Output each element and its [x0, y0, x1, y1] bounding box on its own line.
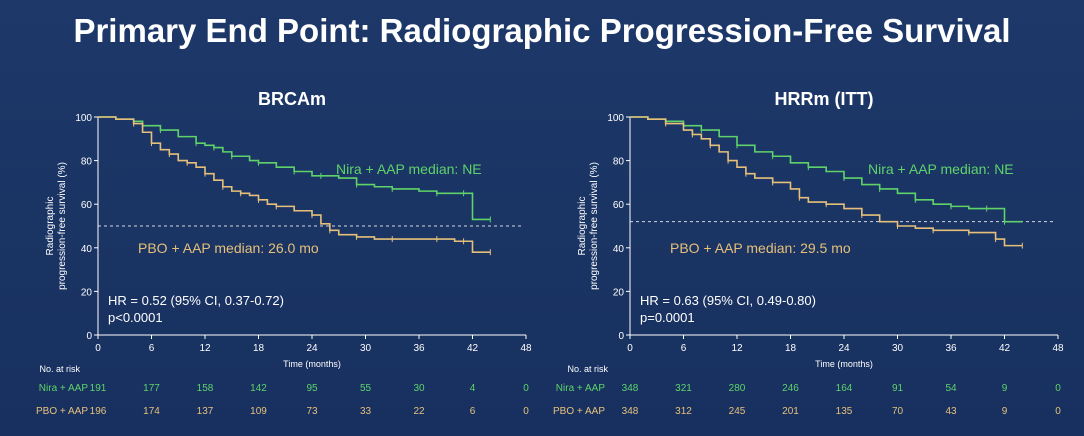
risk-count: 158 — [197, 383, 214, 394]
risk-count: 0 — [523, 383, 529, 394]
risk-count: 348 — [622, 383, 639, 394]
median-label-nira: Nira + AAP median: NE — [336, 161, 482, 177]
x-tick-label: 6 — [681, 343, 687, 354]
y-tick-label: 0 — [86, 331, 92, 342]
km-curve-pbo — [630, 116, 1023, 247]
y-axis-label-line1: Radiographic — [45, 197, 56, 256]
risk-count: 70 — [892, 406, 904, 417]
risk-table-label: No. at risk — [39, 364, 80, 374]
risk-count: 54 — [945, 383, 957, 394]
risk-count: 55 — [360, 383, 372, 394]
risk-table-label: No. at risk — [567, 364, 608, 374]
y-tick-label: 40 — [81, 244, 93, 255]
median-label-nira: Nira + AAP median: NE — [868, 161, 1014, 177]
risk-count: 174 — [143, 406, 160, 417]
x-tick-label: 42 — [467, 343, 479, 354]
x-tick-label: 48 — [520, 343, 532, 354]
risk-row-label: Nira + AAP — [39, 383, 89, 394]
risk-count: 177 — [143, 383, 160, 394]
risk-count: 0 — [1055, 383, 1061, 394]
risk-count: 191 — [90, 383, 107, 394]
risk-count: 9 — [1002, 406, 1008, 417]
y-axis-label-line2: progression-free survival (%) — [589, 162, 600, 290]
x-tick-label: 30 — [360, 343, 372, 354]
risk-count: 6 — [470, 406, 476, 417]
hazard-ratio-text: HR = 0.63 (95% CI, 0.49-0.80) — [640, 293, 816, 308]
risk-count: 201 — [782, 406, 799, 417]
risk-row-label: PBO + AAP — [553, 406, 605, 417]
x-tick-label: 6 — [149, 343, 155, 354]
median-label-pbo: PBO + AAP median: 26.0 mo — [138, 240, 319, 256]
risk-count: 137 — [197, 406, 214, 417]
median-label-pbo: PBO + AAP median: 29.5 mo — [670, 240, 851, 256]
y-tick-label: 40 — [613, 244, 625, 255]
risk-count: 73 — [306, 406, 318, 417]
risk-count: 91 — [892, 383, 904, 394]
y-axis-label-line2: progression-free survival (%) — [57, 162, 68, 290]
risk-count: 43 — [945, 406, 957, 417]
risk-count: 280 — [729, 383, 746, 394]
chart-title: BRCAm — [258, 89, 326, 109]
x-tick-label: 18 — [253, 343, 265, 354]
y-tick-label: 100 — [607, 113, 624, 124]
x-tick-label: 12 — [731, 343, 743, 354]
x-tick-label: 30 — [892, 343, 904, 354]
y-tick-label: 80 — [81, 157, 93, 168]
risk-count: 348 — [622, 406, 639, 417]
risk-count: 142 — [250, 383, 267, 394]
risk-count: 30 — [413, 383, 425, 394]
risk-count: 0 — [1055, 406, 1061, 417]
risk-count: 164 — [836, 383, 853, 394]
x-tick-label: 24 — [306, 343, 318, 354]
x-tick-label: 48 — [1052, 343, 1064, 354]
risk-row-label: Nira + AAP — [556, 383, 606, 394]
risk-count: 9 — [1002, 383, 1008, 394]
risk-count: 246 — [782, 383, 799, 394]
p-value-text: p=0.0001 — [640, 310, 695, 325]
risk-count: 321 — [675, 383, 692, 394]
x-axis-label: Time (months) — [283, 359, 341, 369]
hazard-ratio-text: HR = 0.52 (95% CI, 0.37-0.72) — [108, 293, 284, 308]
km-curve-pbo — [98, 116, 491, 253]
y-tick-label: 80 — [613, 157, 625, 168]
risk-count: 22 — [413, 406, 425, 417]
y-tick-label: 60 — [613, 200, 625, 211]
y-axis-label-line1: Radiographic — [577, 197, 588, 256]
chart-title: HRRm (ITT) — [775, 89, 874, 109]
x-tick-label: 24 — [838, 343, 850, 354]
risk-count: 95 — [306, 383, 318, 394]
risk-count: 312 — [675, 406, 692, 417]
risk-count: 135 — [836, 406, 853, 417]
risk-count: 245 — [729, 406, 746, 417]
y-tick-label: 20 — [81, 287, 93, 298]
x-tick-label: 12 — [199, 343, 211, 354]
risk-count: 109 — [250, 406, 267, 417]
x-tick-label: 42 — [999, 343, 1011, 354]
risk-row-label: PBO + AAP — [36, 406, 88, 417]
risk-count: 4 — [470, 383, 476, 394]
x-axis-label: Time (months) — [815, 359, 873, 369]
y-tick-label: 100 — [75, 113, 92, 124]
x-tick-label: 36 — [413, 343, 425, 354]
y-tick-label: 60 — [81, 200, 93, 211]
x-tick-label: 0 — [627, 343, 633, 354]
y-tick-label: 20 — [613, 287, 625, 298]
x-tick-label: 18 — [785, 343, 797, 354]
risk-count: 0 — [523, 406, 529, 417]
slide-title: Primary End Point: Radiographic Progress… — [73, 12, 1011, 49]
risk-count: 33 — [360, 406, 372, 417]
x-tick-label: 36 — [945, 343, 957, 354]
risk-count: 196 — [90, 406, 107, 417]
x-tick-label: 0 — [95, 343, 101, 354]
p-value-text: p<0.0001 — [108, 310, 163, 325]
y-tick-label: 0 — [618, 331, 624, 342]
